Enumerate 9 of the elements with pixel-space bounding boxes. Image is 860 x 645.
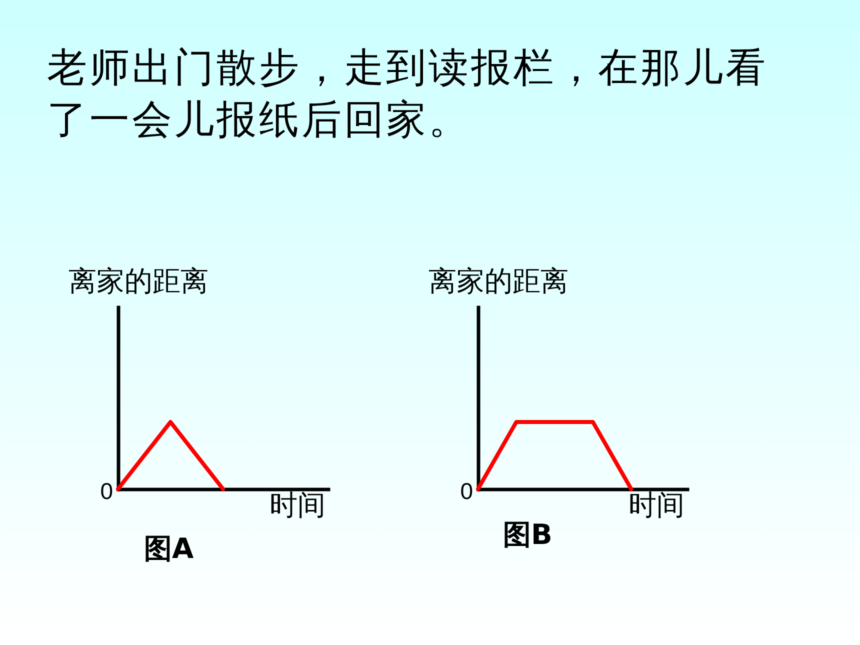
text: 图B bbox=[503, 518, 553, 551]
text: 0 bbox=[460, 478, 474, 504]
annotation: 0 bbox=[100, 478, 114, 504]
y-axis-title: 离家的距离 bbox=[68, 264, 209, 298]
y-axis-title: 离家的距离 bbox=[428, 264, 569, 298]
x-axis-title: 时间 bbox=[628, 488, 685, 522]
text: 老师出门散步，走到读报栏，在那儿看了一会儿报纸后回家。 bbox=[47, 44, 769, 144]
text: 图A bbox=[144, 532, 194, 565]
x-axis-title: 时间 bbox=[270, 488, 326, 522]
